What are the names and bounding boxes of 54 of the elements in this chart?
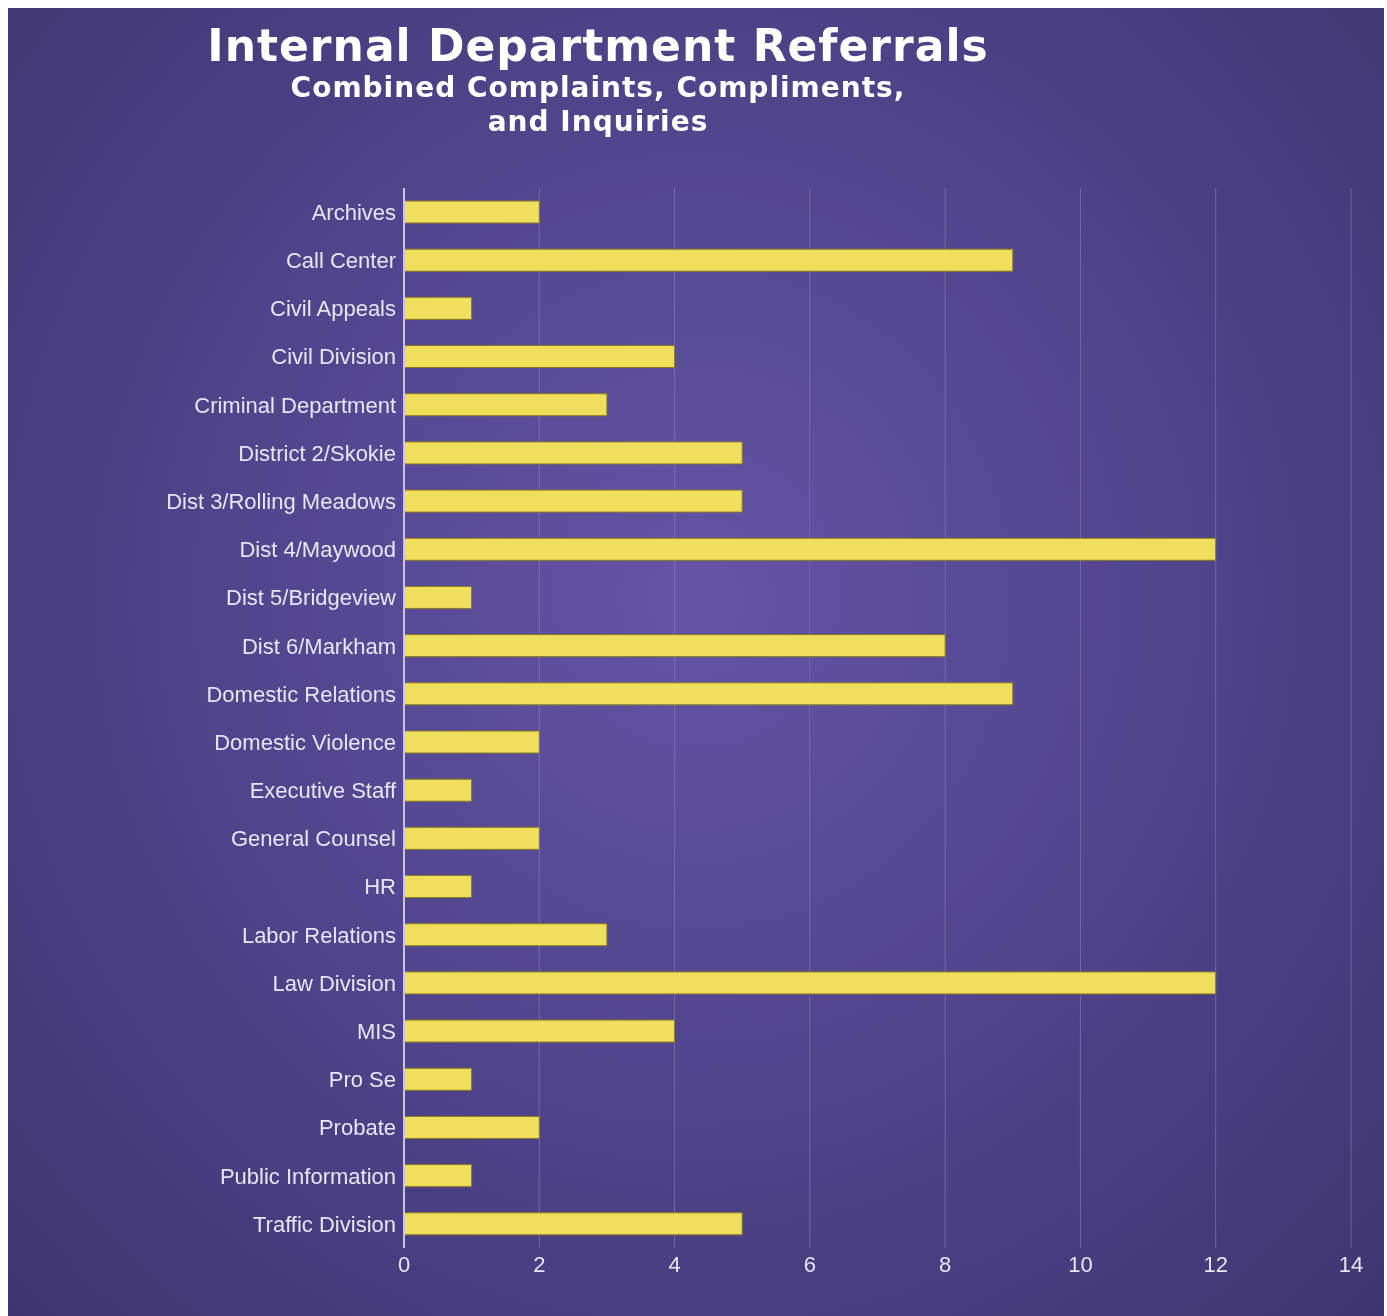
bar xyxy=(404,875,473,899)
bar xyxy=(404,296,473,320)
bar xyxy=(404,345,676,369)
bar xyxy=(404,1019,676,1043)
x-tick-label: 0 xyxy=(397,1251,411,1277)
y-tick-label: Executive Staff xyxy=(249,778,397,804)
y-tick-label: Law Division xyxy=(272,970,396,996)
y-tick-label: District 2/Skokie xyxy=(238,440,396,466)
y-tick-label: Domestic Violence xyxy=(214,729,396,755)
bar xyxy=(404,441,743,465)
bar xyxy=(404,682,1014,706)
x-tick-label: 12 xyxy=(1203,1251,1228,1277)
x-tick-label: 6 xyxy=(803,1251,816,1277)
x-tick-label: 8 xyxy=(939,1251,952,1277)
bar xyxy=(404,923,608,947)
y-tick-label: Labor Relations xyxy=(241,922,396,948)
x-tick-label: 14 xyxy=(1338,1251,1364,1277)
y-tick-label: HR xyxy=(364,874,396,900)
bar xyxy=(404,248,1014,272)
x-tick-label: 10 xyxy=(1068,1251,1093,1277)
y-tick-label: Traffic Division xyxy=(252,1211,396,1237)
bar xyxy=(404,778,473,802)
y-tick-label: Archives xyxy=(311,199,396,225)
bar xyxy=(404,1212,743,1236)
x-tick-label: 2 xyxy=(533,1251,546,1277)
bar xyxy=(404,393,608,417)
chart-subtitle: Combined Complaints, Compliments, and Inquiries xyxy=(289,71,907,139)
y-tick-label: General Counsel xyxy=(230,826,396,852)
bar xyxy=(404,537,1217,561)
bar xyxy=(404,1164,473,1188)
y-tick-label: Call Center xyxy=(285,248,396,274)
bar xyxy=(404,489,743,513)
bar xyxy=(404,1067,473,1091)
y-tick-label: Domestic Relations xyxy=(206,681,396,707)
y-tick-label: Dist 3/Rolling Meadows xyxy=(166,488,396,514)
bar xyxy=(404,585,473,609)
y-tick-label: Dist 4/Maywood xyxy=(239,537,396,563)
y-tick-label: Probate xyxy=(318,1115,396,1141)
bar xyxy=(404,200,540,224)
y-tick-label: Dist 5/Bridgeview xyxy=(226,585,397,611)
y-tick-label: Civil Division xyxy=(271,344,396,370)
y-tick-label: Civil Appeals xyxy=(270,296,396,322)
bar xyxy=(404,971,1217,995)
bar xyxy=(404,826,540,850)
y-tick-label: Criminal Department xyxy=(194,392,396,418)
bar xyxy=(404,730,540,754)
y-tick-label: Pro Se xyxy=(328,1067,396,1093)
y-tick-label: Dist 6/Markham xyxy=(241,633,396,659)
y-tick-label: MIS xyxy=(356,1018,396,1044)
bar xyxy=(404,634,946,658)
y-tick-label: Public Information xyxy=(219,1163,396,1189)
x-tick-label: 4 xyxy=(668,1251,681,1277)
bar xyxy=(404,1115,540,1139)
chart-title: Internal Department Referrals xyxy=(206,20,990,71)
